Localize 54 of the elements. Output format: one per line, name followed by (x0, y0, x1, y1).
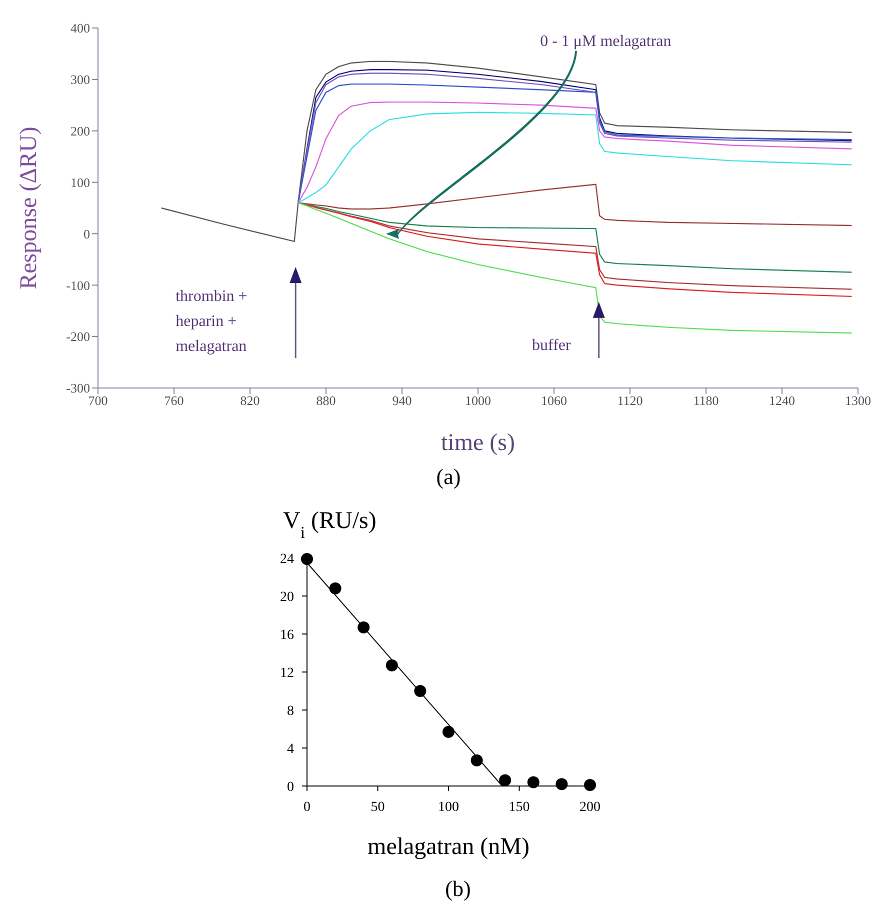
x-tick-label: 100 (438, 800, 459, 815)
point (386, 659, 398, 672)
y-tick-label: 24 (280, 552, 294, 567)
y-tick-label: 0 (287, 780, 294, 795)
x-tick-label: 0 (304, 800, 310, 815)
y-tick-label: 200 (70, 123, 90, 138)
point (301, 552, 313, 565)
x-tick-label: 150 (508, 800, 530, 815)
y-axis-title: V$_{i}$ (RU/s) (283, 508, 376, 542)
x-tick-label: 200 (580, 800, 600, 815)
y-tick-label: 300 (70, 72, 90, 88)
annotation: buffer (532, 337, 572, 354)
x-tick-label: 1180 (693, 393, 719, 408)
point (584, 779, 596, 792)
x-tick-label: 1000 (465, 393, 491, 408)
point (470, 754, 483, 766)
point (499, 774, 512, 786)
point (329, 582, 342, 594)
x-tick-label: 940 (392, 393, 412, 408)
line-series (160, 60, 852, 242)
x-tick-label: 1300 (845, 393, 871, 408)
y-tick-label: 400 (70, 20, 90, 36)
annotation: thrombin + heparin + melagatran (176, 288, 248, 355)
x-tick-label: 760 (164, 393, 184, 408)
text: (a) (435, 464, 462, 490)
annotation: 0 - 1 μM melagatran (540, 33, 672, 50)
x-tick-label: 880 (316, 393, 336, 408)
line-series (298, 202, 852, 273)
y-tick-label: 16 (280, 628, 294, 643)
x-axis-title: melagatran (nM) (368, 834, 530, 860)
y-tick-label: -200 (66, 329, 90, 344)
x-tick-label: 700 (88, 393, 108, 408)
text: (b) (444, 876, 472, 902)
y-tick-label: 8 (287, 704, 294, 719)
y-tick-label: -300 (66, 380, 90, 396)
x-axis-title: time (s) (441, 430, 515, 456)
y-tick-label: -100 (66, 278, 90, 293)
y-tick-label: 0 (84, 226, 90, 242)
x-tick-label: 1120 (617, 393, 643, 408)
y-tick-label: 20 (280, 590, 294, 605)
y-axis-title: Response (ΔRU) (16, 126, 42, 290)
y-tick-label: 100 (70, 174, 90, 190)
point (442, 726, 454, 738)
y-tick-label: 4 (287, 742, 294, 757)
line-series (298, 202, 852, 334)
x-tick-label: 1240 (769, 393, 795, 408)
point (527, 776, 540, 788)
point (556, 778, 568, 790)
point (358, 621, 370, 634)
x-tick-label: 1060 (541, 393, 567, 408)
point (414, 685, 426, 697)
y-tick-label: 12 (280, 666, 294, 681)
x-tick-label: 820 (240, 393, 260, 408)
x-tick-label: 50 (370, 800, 385, 815)
